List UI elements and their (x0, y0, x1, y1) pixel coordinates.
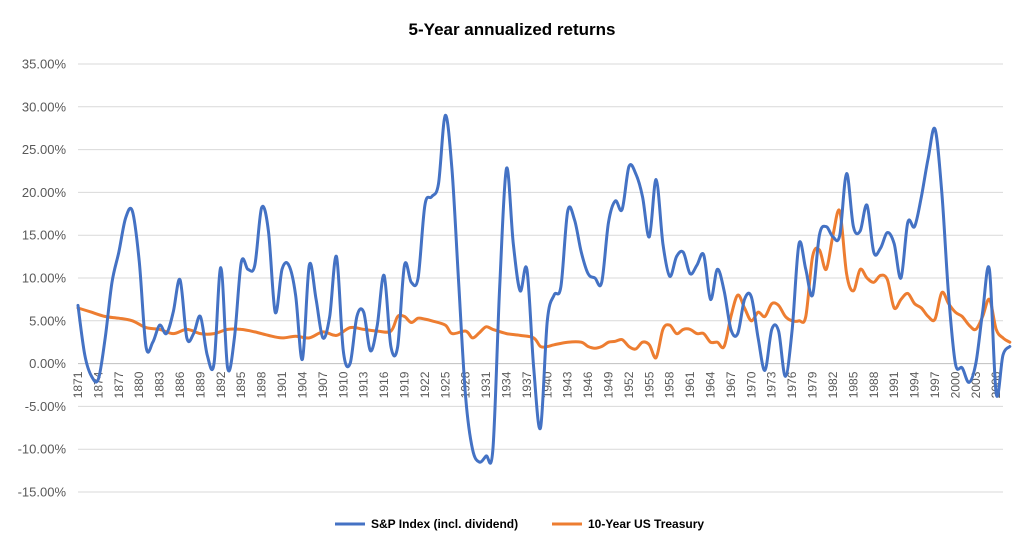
y-tick-label: 30.00% (22, 99, 67, 114)
x-tick-label: 1997 (928, 371, 942, 398)
series-line-sp-index (76, 113, 1012, 465)
x-tick-label: 1880 (132, 371, 146, 398)
y-axis-ticks: -15.00% -10.00% -5.00% 0.00% 5.00% 10.00% 15.0… (18, 57, 67, 500)
x-tick-label: 1970 (744, 371, 758, 398)
legend: S&P Index (incl. dividend) 10-Year US Tre… (335, 517, 704, 531)
y-tick-label: 0.00% (29, 356, 66, 371)
x-tick-label: 1892 (214, 371, 228, 398)
x-tick-label: 1901 (275, 371, 289, 398)
x-tick-label: 1991 (887, 371, 901, 398)
x-tick-label: 1994 (908, 371, 922, 398)
x-tick-label: 1964 (704, 371, 718, 398)
legend-label: 10-Year US Treasury (588, 517, 704, 531)
y-tick-label: 25.00% (22, 142, 67, 157)
x-tick-label: 1877 (112, 371, 126, 398)
x-tick-label: 1958 (663, 371, 677, 398)
series-lines (76, 113, 1012, 465)
x-tick-label: 2000 (948, 371, 962, 398)
x-tick-label: 1910 (336, 371, 350, 398)
x-tick-label: 1889 (193, 371, 207, 398)
x-tick-label: 1916 (377, 371, 391, 398)
y-tick-label: -5.00% (25, 399, 67, 414)
legend-item-treasury: 10-Year US Treasury (552, 517, 704, 531)
x-tick-label: 1874 (91, 371, 105, 398)
x-tick-label: 1967 (724, 371, 738, 398)
x-tick-label: 1871 (71, 371, 85, 398)
x-tick-label: 1919 (397, 371, 411, 398)
x-tick-label: 1943 (561, 371, 575, 398)
x-tick-label: 1961 (683, 371, 697, 398)
x-tick-label: 1907 (316, 371, 330, 398)
x-tick-label: 1913 (357, 371, 371, 398)
x-axis-ticks: 1871 1874 1877 1880 1883 1886 1889 1892 1895 1898… (71, 371, 1003, 398)
y-tick-label: -10.00% (18, 442, 67, 457)
x-tick-label: 1937 (520, 371, 534, 398)
chart-title: 5-Year annualized returns (409, 20, 616, 39)
x-tick-label: 1973 (765, 371, 779, 398)
gridlines (78, 63, 1003, 493)
legend-item-sp-index: S&P Index (incl. dividend) (335, 517, 518, 531)
y-tick-label: 20.00% (22, 185, 67, 200)
x-tick-label: 1895 (234, 371, 248, 398)
x-tick-label: 1931 (479, 371, 493, 398)
x-tick-label: 1904 (295, 371, 309, 398)
x-tick-label: 1982 (826, 371, 840, 398)
x-tick-label: 1883 (153, 371, 167, 398)
y-tick-label: 15.00% (22, 228, 67, 243)
x-tick-label: 1946 (581, 371, 595, 398)
x-tick-label: 1979 (806, 371, 820, 398)
y-tick-label: 5.00% (29, 313, 66, 328)
x-tick-label: 1922 (418, 371, 432, 398)
x-tick-label: 1934 (499, 371, 513, 398)
x-tick-label: 1985 (846, 371, 860, 398)
x-tick-label: 1955 (642, 371, 656, 398)
y-tick-label: -15.00% (18, 485, 67, 500)
x-tick-label: 1949 (602, 371, 616, 398)
x-tick-label: 1925 (438, 371, 452, 398)
x-tick-label: 1898 (255, 371, 269, 398)
x-tick-label: 1988 (867, 371, 881, 398)
x-tick-label: 1886 (173, 371, 187, 398)
x-tick-label: 1976 (785, 371, 799, 398)
y-tick-label: 35.00% (22, 57, 67, 72)
x-tick-label: 1952 (622, 371, 636, 398)
x-tick-label: 2003 (969, 371, 983, 398)
legend-label: S&P Index (incl. dividend) (371, 517, 518, 531)
y-tick-label: 10.00% (22, 271, 67, 286)
